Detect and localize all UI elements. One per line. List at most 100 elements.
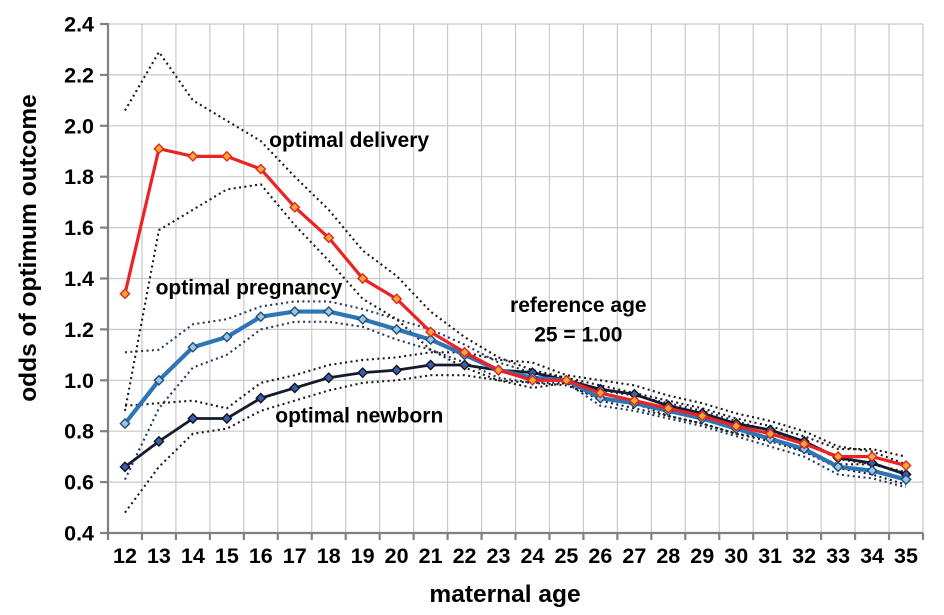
- y-tick-label: 1.6: [64, 216, 94, 240]
- x-tick-label: 21: [419, 544, 443, 568]
- annotation-optimal-newborn: optimal newborn: [275, 404, 443, 427]
- data-point-marker: [323, 232, 335, 244]
- x-tick-label: 26: [588, 544, 612, 568]
- ci-band-optimal-delivery: [123, 50, 907, 475]
- data-point-marker: [255, 311, 267, 323]
- data-point-marker: [526, 374, 539, 386]
- y-tick-label: 1.0: [64, 369, 94, 393]
- data-point-marker: [187, 412, 199, 425]
- series-line: [123, 147, 907, 468]
- ci-upper: [124, 300, 907, 473]
- x-tick-label: 31: [758, 544, 782, 568]
- data-point-marker: [492, 364, 505, 376]
- annotation-optimal-delivery: optimal delivery: [269, 129, 429, 152]
- x-tick-label: 33: [826, 544, 850, 568]
- x-tick-label: 17: [283, 544, 307, 568]
- data-point-marker: [357, 313, 369, 325]
- data-point-marker: [289, 305, 301, 318]
- data-point-marker: [391, 364, 403, 376]
- data-point-marker: [153, 143, 165, 155]
- y-tick-label: 0.6: [64, 471, 94, 495]
- tick-labels: 12 13 14 15 16 17 18 19 20 21 22 23 24 25 26 27 28 29 30 31…: [64, 13, 918, 569]
- data-point-marker: [221, 412, 233, 425]
- data-point-marker: [594, 387, 606, 399]
- x-tick-label: 28: [656, 544, 680, 568]
- data-point-marker: [628, 395, 640, 407]
- data-point-marker: [560, 374, 573, 386]
- chart-plot-area: 12 13 14 15 16 17 18 19 20 21 22 23 24 25 26 27 28 29 30 31…: [64, 13, 925, 569]
- data-point-marker: [730, 420, 742, 432]
- x-tick-label: 15: [215, 544, 239, 568]
- data-point-marker: [391, 323, 403, 335]
- data-point-marker: [119, 417, 131, 430]
- data-point-marker: [764, 428, 776, 440]
- data-point-marker: [323, 372, 335, 384]
- x-tick-label: 34: [860, 544, 884, 568]
- data-point-marker: [187, 150, 199, 162]
- data-point-marker: [323, 305, 335, 318]
- x-tick-label: 30: [724, 544, 748, 568]
- data-point-marker: [798, 438, 810, 450]
- data-point-marker: [832, 461, 844, 473]
- data-point-marker: [357, 272, 369, 285]
- data-point-marker: [458, 346, 471, 358]
- data-point-marker: [458, 359, 471, 371]
- data-point-marker: [221, 150, 233, 162]
- data-point-marker: [153, 435, 165, 447]
- data-point-marker: [255, 163, 267, 175]
- y-tick-label: 1.8: [64, 165, 94, 189]
- y-tick-label: 1.2: [64, 318, 94, 342]
- data-point-marker: [662, 402, 674, 414]
- series-line: [124, 363, 907, 476]
- data-point-marker: [832, 451, 844, 463]
- x-tick-label: 32: [792, 544, 816, 568]
- x-tick-label: 20: [385, 544, 409, 568]
- data-point-marker: [289, 382, 301, 394]
- x-tick-label: 35: [894, 544, 918, 568]
- data-point-marker: [900, 473, 912, 486]
- x-tick-label: 23: [487, 544, 511, 568]
- y-tick-label: 0.8: [64, 420, 94, 444]
- data-point-marker: [221, 331, 233, 343]
- data-point-marker: [187, 341, 199, 353]
- x-tick-label: 27: [622, 544, 646, 568]
- x-axis-title: maternal age: [429, 581, 580, 608]
- ci-lower: [123, 183, 907, 475]
- data-point-marker: [153, 374, 165, 386]
- annotation-25-1-00: 25 = 1.00: [534, 323, 622, 346]
- data-point-marker: [900, 459, 912, 472]
- data-point-marker: [255, 392, 267, 404]
- data-point-marker: [425, 326, 437, 338]
- data-point-marker: [425, 333, 437, 346]
- data-point-marker: [866, 451, 878, 463]
- data-point-marker: [425, 359, 437, 371]
- y-tick-label: 0.4: [64, 522, 94, 546]
- x-tick-label: 24: [521, 544, 545, 568]
- data-point-marker: [119, 461, 131, 473]
- ci-band-optimal-pregnancy: [124, 300, 907, 489]
- axes: [100, 22, 925, 540]
- data-point-marker: [696, 410, 708, 422]
- ci-upper: [124, 50, 907, 458]
- x-tick-label: 14: [181, 544, 205, 568]
- y-tick-label: 2.4: [64, 13, 94, 37]
- ci-lower: [124, 320, 907, 489]
- x-tick-label: 25: [554, 544, 578, 568]
- x-tick-label: 12: [113, 544, 137, 568]
- series-optimal-delivery: [119, 143, 912, 472]
- y-axis-title: odds of optimum outcome: [15, 94, 42, 402]
- y-tick-label: 2.0: [64, 114, 94, 138]
- x-tick-label: 19: [351, 544, 375, 568]
- x-tick-label: 18: [317, 544, 341, 568]
- data-point-marker: [289, 201, 301, 213]
- annotation-optimal-pregnancy: optimal pregnancy: [156, 276, 343, 299]
- data-point-marker: [391, 293, 403, 305]
- data-point-marker: [357, 367, 369, 379]
- x-tick-label: 16: [249, 544, 273, 568]
- data-point-marker: [119, 288, 131, 300]
- x-tick-label: 22: [453, 544, 477, 568]
- x-tick-label: 29: [690, 544, 714, 568]
- annotation-reference-age: reference age: [510, 294, 647, 317]
